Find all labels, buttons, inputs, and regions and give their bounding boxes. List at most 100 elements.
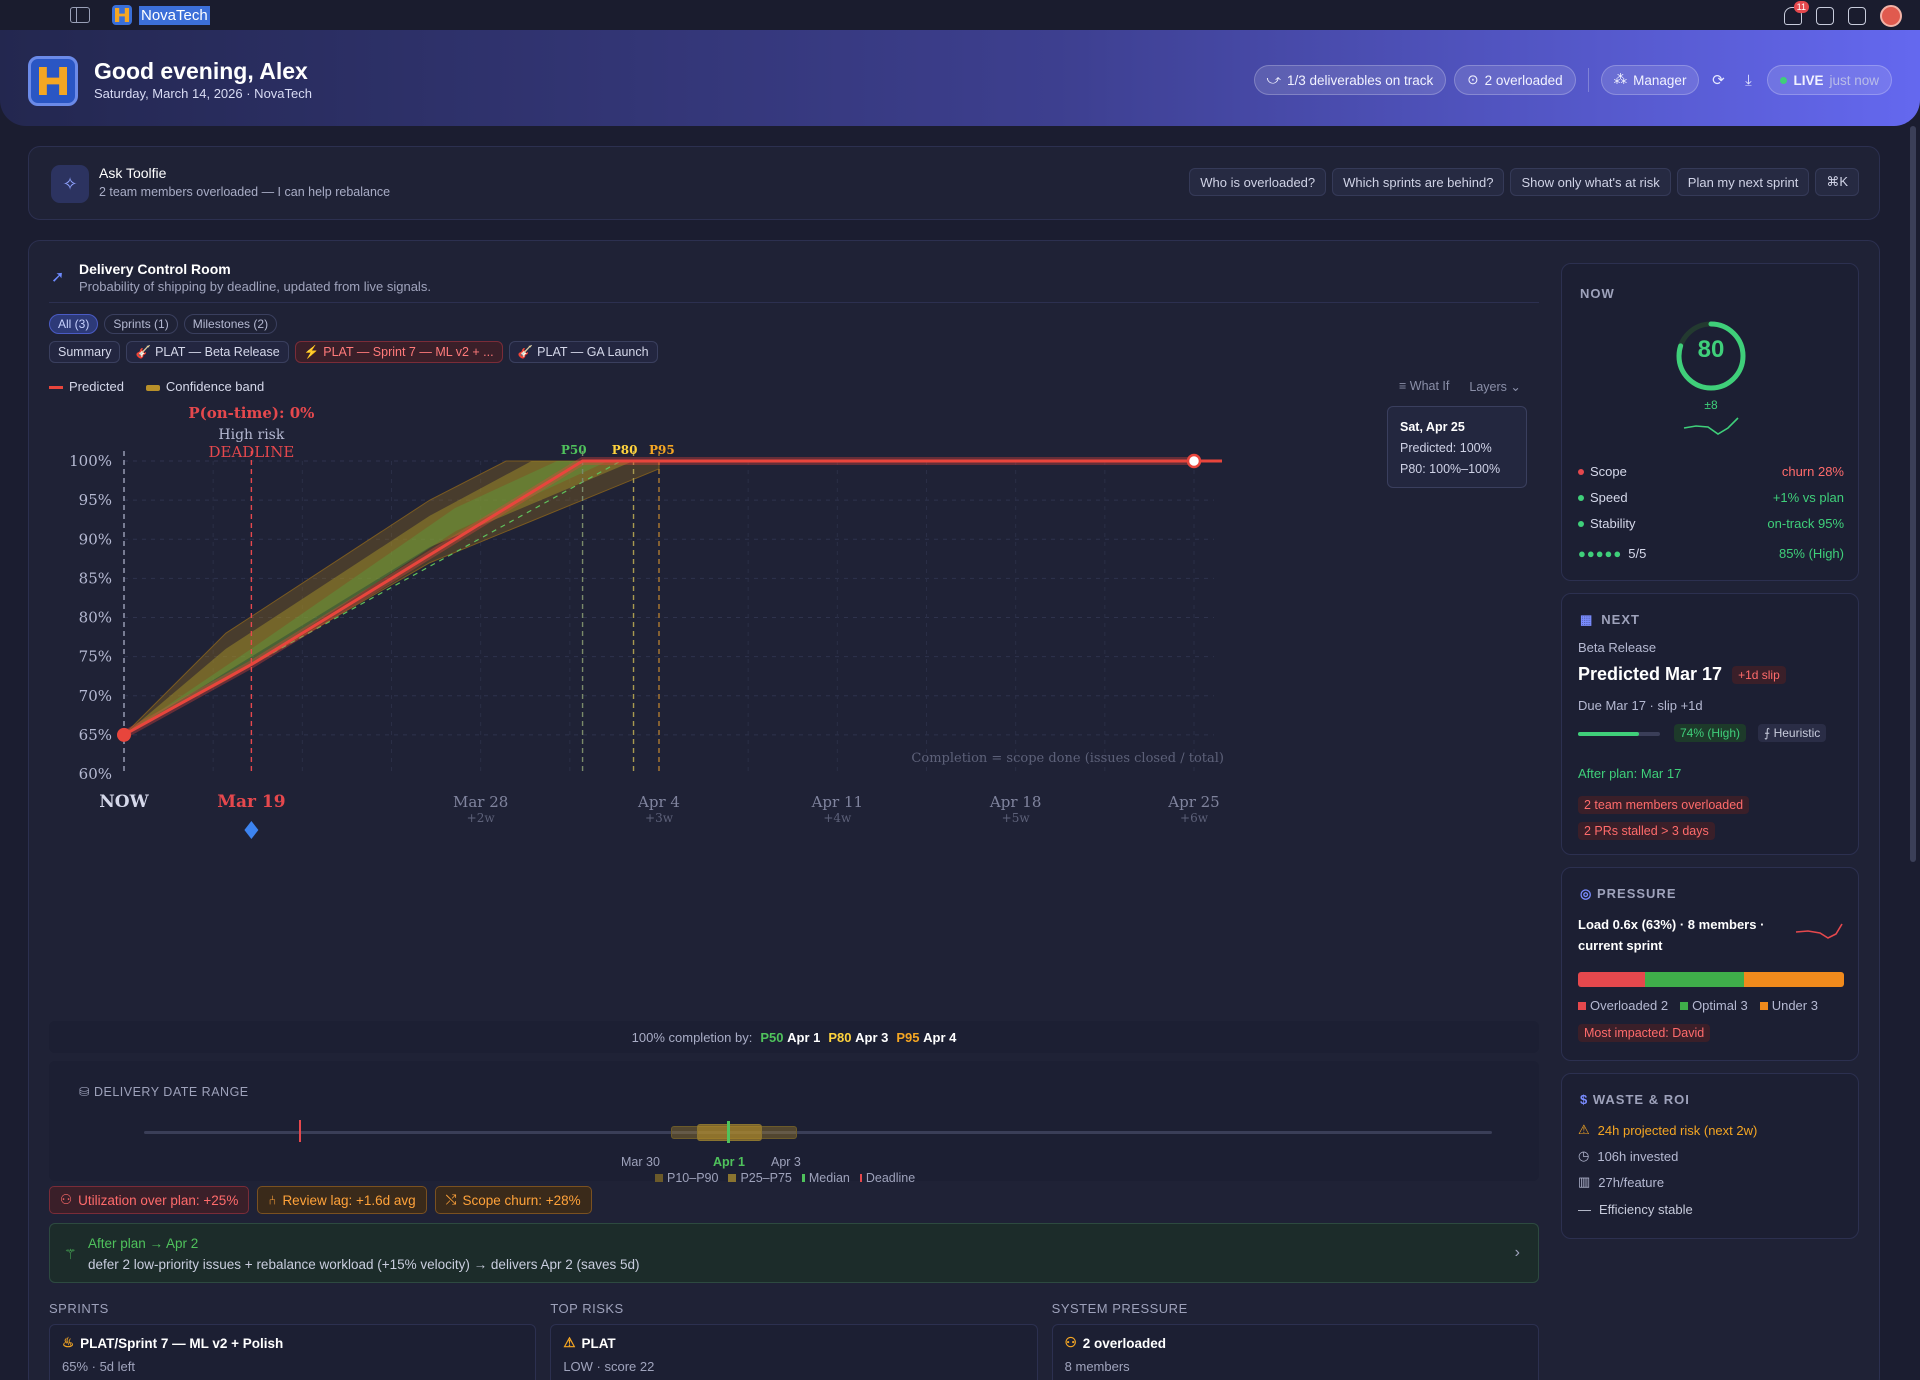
clock-icon: ◷ [1578,1148,1590,1163]
waste-efficiency: — Efficiency stable [1578,1202,1693,1217]
warning-overloaded: 2 team members overloaded [1578,796,1750,814]
filter-beta-release[interactable]: 🎸 PLAT — Beta Release [126,341,289,363]
greeting: Good evening, Alex [94,58,308,84]
refresh-icon[interactable]: ⟳ [1712,72,1725,89]
after-plan-detail: defer 2 low-priority issues + rebalance … [88,1257,640,1272]
ddr-legend-deadline: Deadline [859,1171,915,1185]
live-status-pill[interactable]: LIVE just now [1767,65,1892,95]
section-subtitle: Probability of shipping by deadline, upd… [79,279,431,294]
ddr-legend-p10: P10–P90 [655,1171,718,1185]
sprint-meta: 65% · 5d left [62,1359,135,1374]
next-confidence-badge: 74% (High) [1674,724,1747,742]
pressure-card[interactable]: ⚇ 2 overloaded 8 members [1051,1324,1539,1380]
on-track-pill[interactable]: ⤻ 1/3 deliverables on track [1253,65,1447,95]
live-dot-icon [1780,76,1788,84]
overloaded-pill[interactable]: ⊙ 2 overloaded [1454,65,1576,95]
ddr-deadline-marker [299,1120,301,1142]
guitar-icon: 🎸 [135,344,152,359]
legend-optimal: Optimal 3 [1680,998,1748,1013]
layers-button[interactable]: Layers ⌄ [1469,380,1521,394]
health-gauge [1676,321,1746,391]
tab-milestones[interactable]: Milestones (2) [183,314,278,334]
dollar-icon: $ [1580,1092,1589,1107]
tab-all[interactable]: All (3) [49,314,99,334]
shuffle-icon: ⤭ [445,1192,457,1207]
role-button[interactable]: ⁂ Manager [1600,65,1700,95]
tooltip-p80: P80: 100%–100% [1400,462,1501,476]
ask-chip-sprints-behind[interactable]: Which sprints are behind? [1332,168,1505,196]
download-icon[interactable]: ⤓ [1745,71,1752,89]
bar-chart-icon: ▥ [1578,1174,1591,1189]
legend-predicted: Predicted [49,379,124,394]
trend-icon: ⤻ [1266,72,1281,87]
tab-sprints[interactable]: Sprints (1) [104,314,178,334]
x-tick-sublabel: +4w [823,811,852,825]
status-dot [1578,520,1584,527]
next-panel: ▦ NEXT Beta Release Predicted Mar 17 +1d s… [1561,593,1859,855]
risk-chip-review-lag[interactable]: ⑃ Review lag: +1.6d avg [257,1186,427,1214]
chat-icon[interactable] [1848,7,1866,25]
ddr-legend-median: Median [801,1171,850,1185]
waste-risk: ⚠ 24h projected risk (next 2w) [1578,1122,1758,1138]
top-risks-column: TOP RISKS ⚠ PLAT LOW · score 22 [550,1301,1038,1380]
ddr-label-mar30: Mar 30 [621,1155,660,1169]
calendar-icon[interactable] [1816,7,1834,25]
filter-summary[interactable]: Summary [49,341,121,363]
warning-icon: ⚠ [563,1335,576,1350]
top-risks-title: TOP RISKS [550,1301,624,1316]
risk-card[interactable]: ⚠ PLAT LOW · score 22 [550,1324,1038,1380]
swatch [1680,1002,1689,1010]
sidebar-toggle-icon[interactable] [70,7,90,23]
sprint-card[interactable]: ♨ PLAT/Sprint 7 — ML v2 + Polish 65% · 5d… [49,1324,537,1380]
y-tick-label: 65% [79,726,112,744]
minus-icon: — [1578,1202,1591,1217]
system-pressure-column: SYSTEM PRESSURE ⚇ 2 overloaded 8 members [1051,1301,1539,1380]
completion-summary: 100% completion by: P50 Apr 1 P80 Apr 3 … [49,1021,1539,1053]
next-confidence-bar [1578,732,1660,736]
sprints-title: SPRINTS [49,1301,109,1316]
tooltip-date: Sat, Apr 25 [1400,420,1465,434]
ask-chip-at-risk[interactable]: Show only what's at risk [1510,168,1671,196]
command-shortcut-button[interactable]: ⌘K [1815,168,1859,196]
divider [49,302,1539,303]
x-tick-label: NOW [99,792,149,812]
x-tick-sublabel: +2w [467,811,496,825]
pressure-bar-optimal [1644,972,1745,987]
metric-stability: Stability on-track 95% [1578,516,1844,531]
role-icon: ⁂ [1613,72,1628,87]
chevron-right-icon: › [1514,1244,1520,1261]
next-predicted: Predicted Mar 17 +1d slip [1578,664,1786,685]
pressure-bar [1578,972,1844,987]
what-if-button[interactable]: ≡ What If [1399,379,1450,393]
x-tick-label: Mar 19 [217,792,285,812]
risk-chip-scope-churn[interactable]: ⤭ Scope churn: +28% [434,1186,592,1214]
waste-title: $ WASTE & ROI [1580,1092,1690,1107]
status-dot [1578,494,1584,501]
heuristic-badge: ⨍ Heuristic [1758,724,1827,742]
legend-confidence: Confidence band [145,379,264,394]
risk-chip-utilization[interactable]: ⚇ Utilization over plan: +25% [49,1186,250,1214]
risk-meta: LOW · score 22 [563,1359,655,1374]
app-title[interactable]: NovaTech [139,5,210,25]
x-tick-label: Mar 28 [453,793,508,811]
sprints-column: SPRINTS ♨ PLAT/Sprint 7 — ML v2 + Polish … [49,1301,537,1380]
x-tick-label: Apr 25 [1167,793,1219,811]
sparkle-icon: ✧ [51,165,89,203]
scrollbar[interactable] [1910,126,1916,862]
filter-ga-launch[interactable]: 🎸 PLAT — GA Launch [508,341,658,363]
y-tick-label: 75% [79,648,112,666]
status-dot [1578,468,1584,475]
company-logo-icon [28,56,78,106]
x-tick-sublabel: +6w [1180,811,1209,825]
ddr-label-apr3: Apr 3 [771,1155,801,1169]
avatar[interactable] [1880,5,1902,27]
chart-footnote: Completion = scope done (issues closed /… [911,751,1224,766]
after-plan-card[interactable]: ⚚ After plan → Apr 2 defer 2 low-priorit… [49,1223,1539,1283]
ask-chip-plan-sprint[interactable]: Plan my next sprint [1676,168,1810,196]
ddr-track [144,1131,1492,1134]
ddr-legend-p25: P25–P75 [728,1171,792,1185]
bell-icon[interactable]: 11 [1784,1,1809,25]
ask-assistant-panel: ✧ Ask Toolfie 2 team members overloaded … [28,146,1880,220]
filter-sprint-7[interactable]: ⚡ PLAT — Sprint 7 — ML v2 + ... [294,341,503,363]
ask-chip-overloaded[interactable]: Who is overloaded? [1189,168,1327,196]
